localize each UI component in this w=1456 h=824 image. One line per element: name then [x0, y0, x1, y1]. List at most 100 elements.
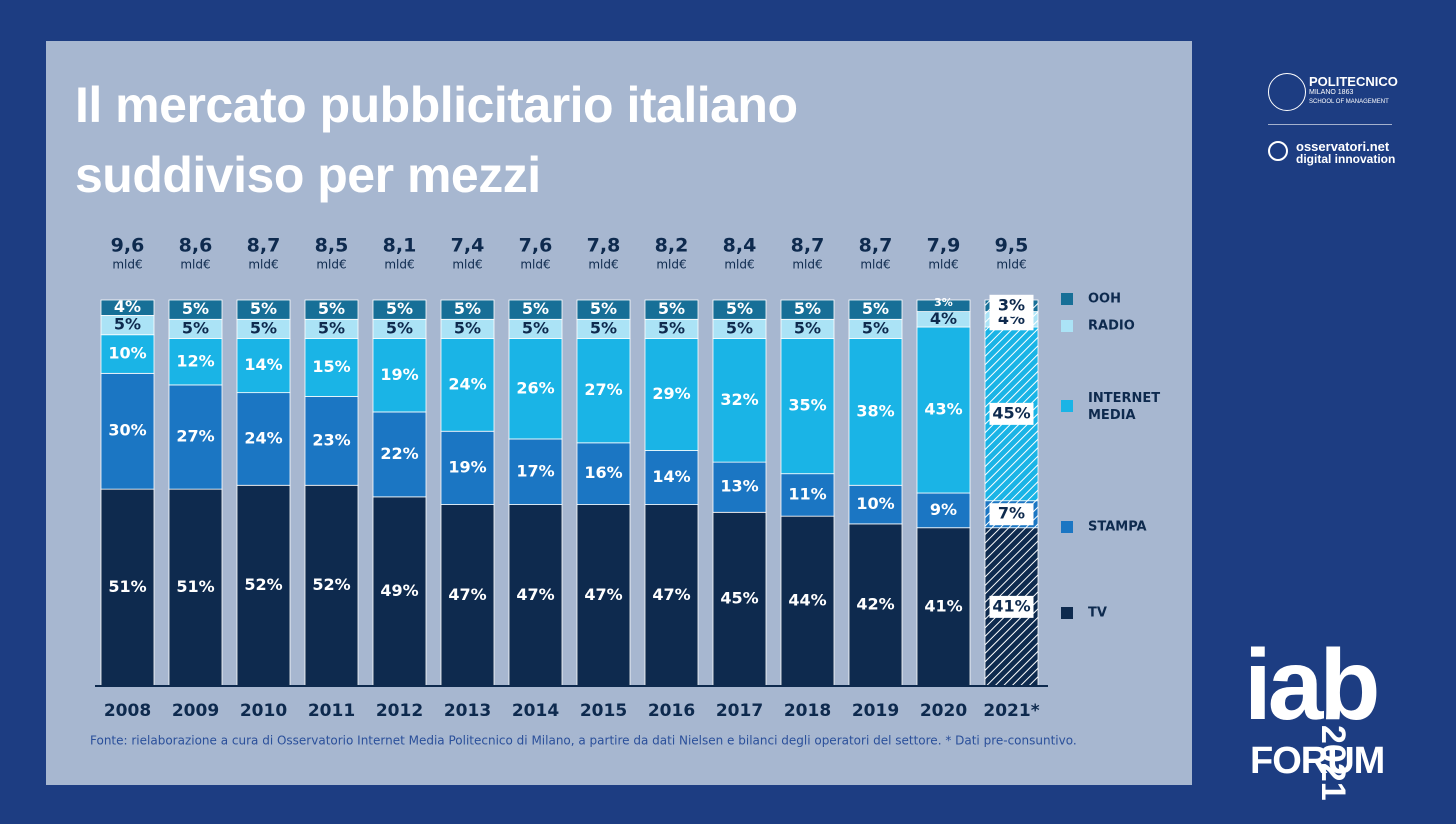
segment-label: 5%	[522, 318, 549, 337]
total-unit: mld€	[928, 258, 958, 272]
segment-label: 29%	[652, 384, 690, 403]
segment-label: 22%	[380, 444, 418, 463]
bar-segment	[304, 338, 359, 397]
segment-label: 38%	[856, 401, 894, 420]
segment-label: 47%	[448, 585, 486, 604]
bar-segment	[780, 515, 835, 687]
bar-segment	[236, 484, 291, 687]
segment-label: 10%	[856, 494, 894, 513]
segment-label: 41%	[992, 596, 1030, 615]
segment-label: 17%	[516, 461, 554, 480]
bar-segment	[440, 430, 495, 505]
label-box	[989, 503, 1034, 526]
bar-segment	[916, 326, 971, 494]
segment-label: 5%	[658, 318, 685, 337]
bar-segment	[644, 338, 699, 451]
segment-label: 41%	[924, 596, 962, 615]
segment-label: 5%	[182, 318, 209, 337]
bar-segment	[508, 504, 563, 687]
logo-text: SCHOOL OF MANAGEMENT	[1309, 99, 1389, 105]
segment-label: 3%	[998, 295, 1025, 314]
total-label: 7,4	[451, 235, 485, 257]
bar-segment	[236, 392, 291, 486]
bar-segment	[712, 338, 767, 463]
segment-label: 5%	[454, 299, 481, 318]
segment-label: 32%	[720, 390, 758, 409]
legend-swatch	[1061, 607, 1073, 619]
x-tick-label: 2016	[648, 701, 695, 721]
bar-segment	[236, 338, 291, 394]
bar-segment	[576, 504, 631, 687]
segment-label: 47%	[516, 585, 554, 604]
total-unit: mld€	[316, 258, 346, 272]
segment-label: 5%	[114, 315, 141, 334]
total-unit: mld€	[180, 258, 210, 272]
segment-label: 14%	[244, 355, 282, 374]
bar-segment	[848, 484, 903, 525]
segment-label: 23%	[312, 430, 350, 449]
segment-label: 45%	[720, 589, 758, 608]
total-label: 9,6	[111, 235, 145, 257]
segment-label: 5%	[250, 318, 277, 337]
legend-swatch	[1061, 293, 1073, 305]
label-box	[989, 294, 1034, 317]
segment-label: 27%	[584, 380, 622, 399]
segment-label: 7%	[998, 504, 1025, 523]
iab-logo: iab	[1244, 629, 1380, 741]
segment-label: 5%	[590, 299, 617, 318]
bar-segment	[916, 527, 971, 687]
bar-segment	[508, 338, 563, 440]
bar-segment	[848, 338, 903, 486]
legend-label: TV	[1088, 606, 1107, 621]
segment-label: 47%	[584, 585, 622, 604]
segment-label: 5%	[318, 318, 345, 337]
segment-label: 5%	[590, 318, 617, 337]
segment-label: 5%	[454, 318, 481, 337]
segment-label: 13%	[720, 477, 758, 496]
segment-label: 5%	[658, 299, 685, 318]
total-unit: mld€	[792, 258, 822, 272]
segment-label: 52%	[244, 575, 282, 594]
bar-segment	[100, 488, 155, 687]
total-label: 7,6	[519, 235, 553, 257]
logo-text: digital innovation	[1296, 152, 1396, 166]
bar-segment	[440, 299, 495, 320]
chart-title: suddiviso per mezzi	[75, 147, 541, 203]
x-tick-label: 2010	[240, 701, 287, 721]
total-unit: mld€	[248, 258, 278, 272]
logo-text: osservatori.net	[1296, 139, 1390, 154]
segment-label: 5%	[794, 318, 821, 337]
total-label: 9,5	[995, 235, 1029, 257]
bar-segment	[712, 299, 767, 320]
total-unit: mld€	[112, 258, 142, 272]
total-label: 8,7	[791, 235, 825, 257]
segment-label: 24%	[244, 428, 282, 447]
bar-segment	[440, 338, 495, 432]
bar-segment	[508, 299, 563, 320]
segment-label: 45%	[992, 403, 1030, 422]
chart-title: Il mercato pubblicitario italiano	[75, 77, 798, 133]
bar-segment	[644, 450, 699, 505]
bar-segment	[100, 372, 155, 490]
bar-segment	[440, 504, 495, 687]
x-tick-label: 2012	[376, 701, 423, 721]
segment-label: 5%	[726, 318, 753, 337]
segment-label: 42%	[856, 594, 894, 613]
segment-label: 26%	[516, 378, 554, 397]
segment-label: 27%	[176, 427, 214, 446]
total-unit: mld€	[996, 258, 1026, 272]
bar-segment	[576, 299, 631, 320]
segment-label: 24%	[448, 374, 486, 393]
total-label: 8,2	[655, 235, 689, 257]
segment-label: 4%	[114, 297, 141, 316]
total-label: 8,5	[315, 235, 349, 257]
bar-segment	[236, 299, 291, 320]
x-tick-label: 2021*	[983, 701, 1039, 721]
bar-segment	[372, 496, 427, 687]
legend-label: OOH	[1088, 292, 1121, 307]
divider	[1268, 124, 1392, 125]
label-box	[989, 402, 1034, 425]
logo-seal	[1268, 73, 1306, 111]
segment-label: 5%	[726, 299, 753, 318]
